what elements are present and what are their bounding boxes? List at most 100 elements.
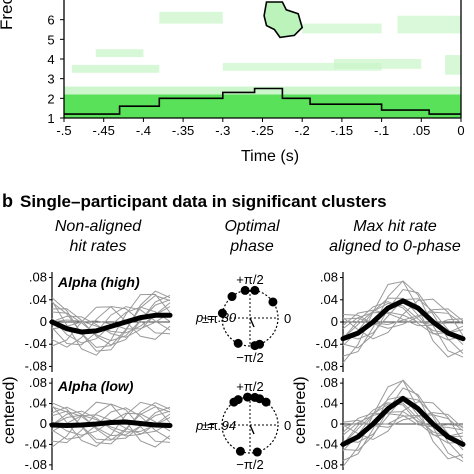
heat-patch — [397, 15, 461, 34]
y-tick-label: .04 — [29, 396, 47, 411]
participant-line — [342, 280, 464, 364]
col3-header-line2: aligned to 0-phase — [329, 238, 461, 255]
mean-line — [49, 419, 173, 428]
y-tick-label: -.08 — [316, 358, 338, 373]
mean-vector — [249, 424, 255, 435]
heatmap-y-axis-label: Frec — [0, 0, 16, 30]
heat-patch — [95, 49, 144, 58]
participant-line — [342, 308, 464, 329]
phase-dot — [229, 397, 239, 407]
y-tick-label: 0 — [40, 314, 47, 329]
participant-line — [342, 297, 464, 347]
heatmap-y-tick-label: 4 — [47, 52, 54, 67]
y-tick-label: .04 — [29, 292, 47, 307]
heatmap-x-tick-label: -.3 — [215, 123, 230, 138]
heatmap-y-tick-label: 3 — [47, 72, 54, 87]
heatmap-x-tick-label: -.35 — [172, 123, 194, 138]
phase-dot — [217, 308, 227, 318]
heatmap-x-tick-label: -.45 — [92, 123, 114, 138]
y-tick-label: -.04 — [25, 336, 47, 351]
y-axis-label: centered) — [1, 376, 18, 444]
mean-line — [340, 298, 466, 342]
heat-patch — [333, 59, 422, 69]
phase-dot — [240, 285, 250, 295]
polar-circle — [221, 289, 279, 347]
heatmap-y-ticks: 1 2 3 4 5 6 — [47, 13, 64, 126]
phase-dot — [261, 397, 271, 407]
heat-patch — [302, 23, 382, 34]
participant-line — [51, 402, 171, 445]
heatmap-x-ticks: -.5 -.45 -.4 -.35 -.3 -.25 -.2 -.15 -.1 .05 0 — [56, 118, 465, 138]
participant-line — [342, 301, 464, 339]
non-aligned-alpha-high-panel: .08 .04 0 -.04 -.08 — [25, 270, 173, 373]
participant-line — [51, 306, 171, 347]
aligned-alpha-high-panel: .08 .04 0 -.04 -.08 — [316, 270, 466, 373]
y-tick-label: -.08 — [25, 358, 47, 373]
mean-line — [49, 312, 173, 335]
col1-header-line1: Non-aligned — [55, 218, 142, 235]
heatmap-x-axis-label: Time (s) — [241, 148, 299, 165]
polar-label-left: ±π — [202, 418, 218, 433]
polar-label-right: 0 — [284, 418, 291, 433]
heat-band-edge — [64, 86, 461, 95]
p-value-high: p = .30 — [195, 310, 237, 325]
participant-line — [51, 406, 171, 441]
non-aligned-alpha-low-panel: .08 .04 0 -.04 -.08 centered) — [1, 375, 173, 472]
heatmap-x-tick-label: -.2 — [295, 123, 310, 138]
alpha-high-label: Alpha (high) — [57, 274, 140, 290]
optimal-phase-polar-low: +π/2 −π/2 ±π 0 — [202, 379, 291, 472]
y-tick-label: .08 — [320, 270, 338, 285]
phase-dot — [233, 338, 243, 348]
phase-dot — [255, 339, 265, 349]
phase-dot — [235, 446, 245, 456]
col2-header-line2: phase — [229, 238, 274, 255]
optimal-phase-polar-high: +π/2 −π/2 ±π 0 — [202, 272, 291, 365]
phase-dot — [268, 297, 278, 307]
participant-line — [51, 410, 171, 437]
participant-line — [51, 406, 171, 440]
participant-line — [342, 309, 464, 327]
y-tick-label: .04 — [320, 396, 338, 411]
phase-dot — [227, 292, 237, 302]
alpha-low-label: Alpha (low) — [57, 378, 134, 394]
cluster-outline-theta — [263, 1, 304, 39]
heatmap-x-tick-label: -.5 — [56, 123, 71, 138]
y-tick-label: -.04 — [25, 436, 47, 451]
aligned-alpha-low-panel: .08 .04 0 -.04 -.08 centered) — [292, 375, 466, 472]
polar-label-right: 0 — [284, 311, 291, 326]
phase-dot — [252, 447, 262, 457]
heatmap-x-tick-label: -.15 — [331, 123, 353, 138]
heat-patch — [159, 11, 223, 24]
heatmap-x-tick-label: .05 — [412, 123, 430, 138]
mean-line — [340, 395, 466, 447]
section-b-header: b Single–participant data in significant… — [2, 191, 461, 255]
participant-line — [51, 401, 171, 448]
participant-line — [51, 295, 171, 348]
section-b-title: Single–participant data in significant c… — [20, 192, 387, 211]
col1-header-line2: hit rates — [70, 238, 127, 255]
phase-dot — [250, 285, 260, 295]
heatmap-shading — [64, 11, 461, 118]
polar-circle — [221, 396, 279, 454]
y-tick-label: 0 — [331, 314, 338, 329]
polar-label-left: ±π — [202, 311, 218, 326]
y-tick-label: .04 — [320, 292, 338, 307]
participant-line — [342, 379, 464, 467]
polar-label-bottom: −π/2 — [236, 457, 263, 472]
heatmap-x-tick-label: 0 — [457, 123, 464, 138]
participant-line — [51, 302, 171, 338]
y-axis-label: centered) — [292, 376, 309, 444]
significant-clusters — [64, 1, 461, 115]
phase-dot — [243, 392, 253, 402]
participant-line — [51, 294, 171, 346]
y-tick-label: .08 — [29, 375, 47, 390]
y-tick-label: 0 — [40, 416, 47, 431]
heatmap-y-tick-label: 5 — [47, 32, 54, 47]
heatmap-x-tick-label: -.4 — [136, 123, 151, 138]
heatmap-y-tick-label: 2 — [47, 91, 54, 106]
participant-line — [342, 311, 464, 326]
heat-patch — [222, 62, 382, 71]
cluster-outline-low — [64, 87, 461, 115]
polar-label-top: +π/2 — [236, 272, 263, 287]
